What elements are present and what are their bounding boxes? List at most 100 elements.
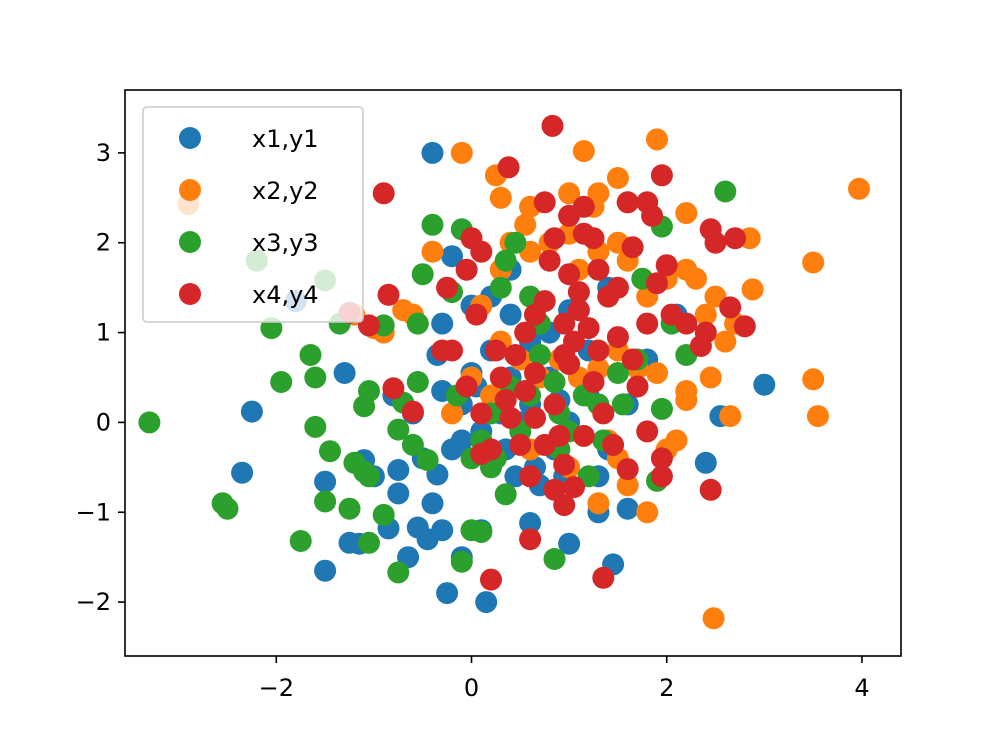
y-tick-label-0: −2 xyxy=(76,588,111,616)
point-series-1-30 xyxy=(558,532,581,555)
point-series-4-46 xyxy=(636,312,659,335)
point-series-3-43 xyxy=(528,344,551,366)
x-tick-label-1: 0 xyxy=(464,674,479,702)
point-series-3-8 xyxy=(314,490,337,513)
legend: x1,y1 x2,y2 x3,y3 x4,y4 xyxy=(142,106,364,323)
point-series-4-44 xyxy=(621,348,644,371)
point-series-4-29 xyxy=(553,453,576,476)
point-series-3-28 xyxy=(416,449,439,472)
point-series-4-27 xyxy=(553,494,576,517)
point-series-2-13 xyxy=(489,186,512,209)
point-series-4-87 xyxy=(558,353,581,375)
points-layer xyxy=(138,114,870,630)
point-series-4-31 xyxy=(592,402,615,425)
point-series-4-12 xyxy=(441,339,463,362)
point-series-4-0 xyxy=(541,114,564,137)
point-series-2-5 xyxy=(802,251,825,274)
point-series-1-70 xyxy=(519,512,542,534)
x-tick-label-0: −2 xyxy=(259,674,294,702)
point-series-4-19 xyxy=(470,442,493,465)
point-series-2-9 xyxy=(699,366,722,389)
point-series-4-60 xyxy=(699,478,722,501)
point-series-2-69 xyxy=(616,474,639,497)
point-series-2-2 xyxy=(572,140,595,163)
point-series-3-20 xyxy=(372,503,395,526)
point-series-4-88 xyxy=(514,380,537,402)
point-series-3-25 xyxy=(406,371,429,393)
point-series-3-39 xyxy=(494,249,517,272)
point-series-2-19 xyxy=(587,182,610,205)
point-series-4-66 xyxy=(572,195,595,218)
point-series-2-4 xyxy=(848,177,870,200)
point-series-4-79 xyxy=(504,344,527,366)
point-series-4-28 xyxy=(563,476,585,499)
point-series-4-77 xyxy=(524,303,546,326)
point-series-4-74 xyxy=(650,164,673,187)
point-series-4-41 xyxy=(587,339,610,362)
point-series-4-25 xyxy=(524,406,546,429)
point-series-4-22 xyxy=(509,433,532,456)
point-series-4-21 xyxy=(382,377,405,400)
point-series-2-63 xyxy=(392,299,415,322)
point-series-4-4 xyxy=(358,314,380,337)
point-series-4-63 xyxy=(558,263,581,286)
point-series-1-15 xyxy=(421,492,444,515)
point-series-1-10 xyxy=(387,482,410,505)
point-series-4-43 xyxy=(606,326,629,349)
point-series-4-68 xyxy=(587,258,610,281)
point-series-3-34 xyxy=(470,521,493,543)
point-series-4-69 xyxy=(606,276,629,299)
point-series-4-82 xyxy=(577,317,600,340)
point-series-4-62 xyxy=(543,227,566,250)
point-series-3-7 xyxy=(289,530,312,552)
point-series-3-0 xyxy=(138,411,161,434)
point-series-1-50 xyxy=(441,245,463,268)
point-series-4-52 xyxy=(694,321,717,344)
point-series-4-70 xyxy=(616,191,639,214)
point-series-2-60 xyxy=(441,402,463,425)
point-series-4-20 xyxy=(401,400,424,423)
point-series-3-12 xyxy=(338,497,361,520)
point-series-2-10 xyxy=(702,607,725,630)
point-series-4-84 xyxy=(567,281,590,304)
point-series-4-35 xyxy=(592,566,615,589)
point-series-4-78 xyxy=(514,321,537,344)
point-series-3-27 xyxy=(411,263,434,286)
point-series-4-59 xyxy=(650,465,673,488)
point-series-3-24 xyxy=(401,433,424,456)
point-series-3-5 xyxy=(304,366,327,389)
point-series-4-61 xyxy=(533,191,556,214)
legend-marker-3 xyxy=(179,231,201,253)
point-series-4-9 xyxy=(436,276,459,299)
point-series-3-52 xyxy=(606,362,629,384)
point-series-4-37 xyxy=(519,528,542,551)
legend-label-3: x3,y3 xyxy=(252,229,319,257)
point-series-4-85 xyxy=(499,406,522,429)
point-series-3-40 xyxy=(504,231,527,254)
point-series-3-44 xyxy=(543,371,566,393)
point-series-2-26 xyxy=(694,303,717,326)
point-series-2-49 xyxy=(646,362,668,384)
point-series-4-55 xyxy=(724,227,747,250)
point-series-3-38 xyxy=(489,276,512,299)
point-series-1-20 xyxy=(475,591,498,614)
point-series-3-26 xyxy=(406,312,429,335)
legend-marker-1 xyxy=(179,127,201,149)
point-series-3-70 xyxy=(216,497,239,520)
point-series-4-1 xyxy=(497,156,520,179)
x-tick-label-2: 2 xyxy=(659,674,674,702)
point-series-4-36 xyxy=(480,568,502,591)
point-series-2-15 xyxy=(514,213,537,236)
point-series-3-53 xyxy=(611,393,634,416)
point-series-4-23 xyxy=(519,465,542,488)
point-series-4-67 xyxy=(582,227,605,250)
point-series-4-56 xyxy=(719,296,742,319)
y-tick-label-5: 3 xyxy=(96,139,111,167)
point-series-3-29 xyxy=(421,213,444,236)
point-series-2-22 xyxy=(675,202,698,225)
point-series-1-2 xyxy=(240,400,263,423)
point-series-2-6 xyxy=(802,368,825,391)
point-series-4-50 xyxy=(675,312,698,335)
point-series-2-51 xyxy=(675,389,698,411)
